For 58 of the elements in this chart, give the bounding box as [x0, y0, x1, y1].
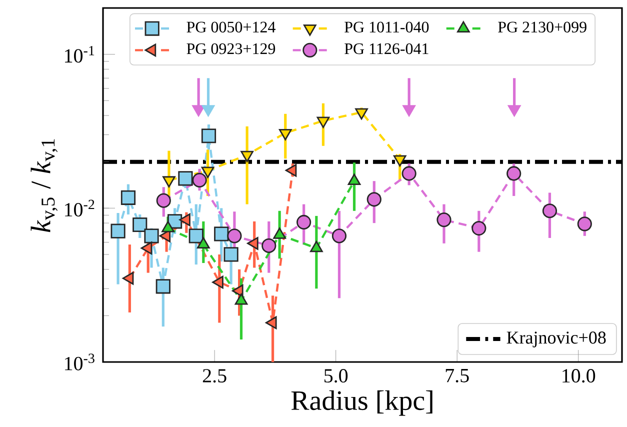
point — [196, 237, 210, 249]
point — [110, 224, 126, 238]
point — [120, 190, 136, 205]
point — [247, 236, 258, 250]
point — [316, 116, 330, 128]
point — [310, 240, 323, 252]
point — [393, 155, 406, 167]
point — [240, 150, 254, 162]
point — [296, 214, 312, 230]
point — [285, 164, 297, 177]
legend-label: Krajnovic+08 — [506, 332, 606, 348]
legend-label: PG 1126-041 — [344, 43, 428, 54]
point — [212, 276, 224, 289]
x-tick-label: 5.0 — [324, 369, 348, 383]
point — [192, 172, 207, 188]
point — [355, 108, 368, 120]
point — [201, 128, 216, 144]
point — [202, 105, 215, 116]
point — [224, 247, 238, 262]
point — [234, 293, 248, 305]
legend-label: PG 2130+099 — [498, 22, 586, 32]
y-tick-label: 10$^{-1}$ — [65, 46, 94, 63]
y-axis-title: k$_{v,5}$ / k$_{v,1}$ — [30, 139, 58, 232]
point — [402, 166, 416, 181]
point — [162, 176, 176, 188]
point — [542, 204, 558, 218]
x-axis-title: Radius [kpc] — [291, 390, 432, 416]
legend-label: PG 1011-040 — [344, 22, 429, 32]
point — [156, 193, 171, 208]
point — [140, 242, 152, 255]
point — [577, 216, 592, 232]
point — [178, 171, 193, 186]
point — [122, 272, 134, 285]
point — [506, 166, 522, 181]
point — [332, 228, 347, 244]
point — [402, 105, 416, 116]
x-tick-label: 7.5 — [446, 369, 469, 382]
y-tick-label: 10$^{-2}$ — [65, 200, 94, 216]
point — [201, 166, 214, 178]
point — [232, 284, 244, 298]
point — [366, 192, 382, 207]
point — [192, 105, 205, 116]
point — [227, 228, 242, 244]
point — [156, 279, 170, 294]
point — [278, 128, 292, 140]
point — [472, 220, 486, 236]
point — [262, 238, 276, 254]
point — [265, 316, 277, 330]
x-tick-label: 10.0 — [562, 369, 596, 383]
legend-label: PG 0923+129 — [186, 43, 276, 54]
y-tick-label: 10$^{-3}$ — [65, 354, 94, 370]
point — [132, 217, 148, 232]
point — [188, 228, 204, 244]
x-tick-label: 2.5 — [202, 369, 226, 383]
point — [508, 105, 521, 116]
point — [214, 226, 229, 242]
point — [436, 212, 452, 228]
legend-label: PG 0050+124 — [186, 22, 276, 32]
